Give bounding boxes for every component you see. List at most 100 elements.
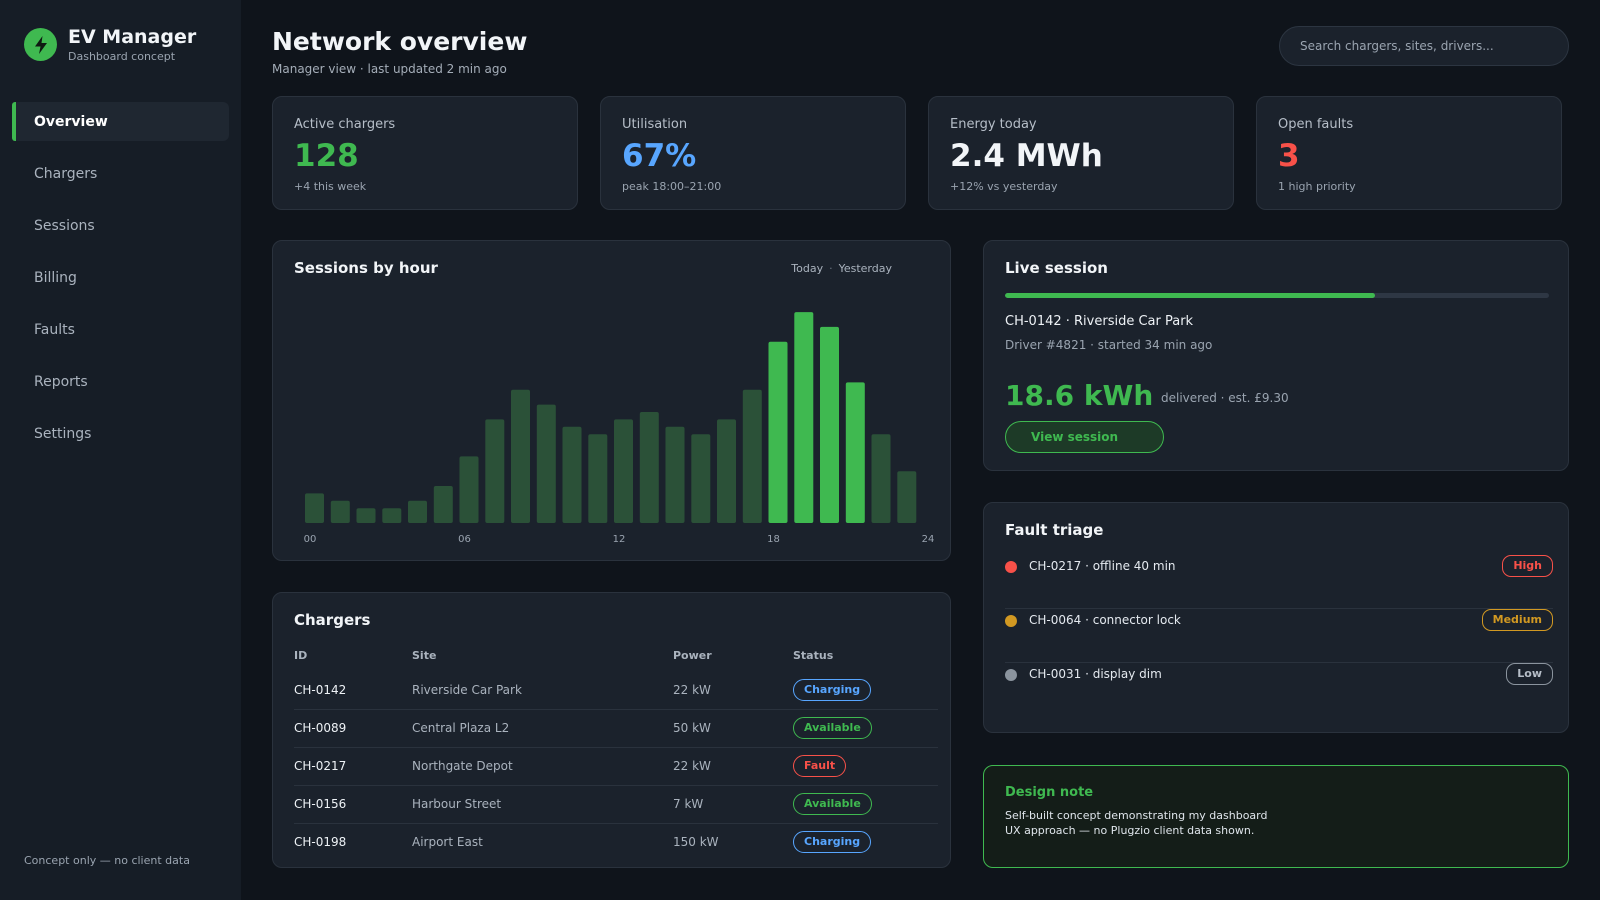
legend-yesterday[interactable]: Yesterday [838,262,892,275]
kpi-card-energy-today: Energy today 2.4 MWh +12% vs yesterday [928,96,1234,210]
session-progress-bar [1005,293,1549,298]
column-header-site[interactable]: Site [412,649,437,662]
fault-row[interactable]: CH-0217 · offline 40 min High [1005,555,1553,609]
design-note-body: Self-built concept demonstrating my dash… [1005,809,1268,837]
live-session-energy: 18.6 kWh [1005,379,1154,412]
bar-hour-08 [511,389,530,523]
charger-site: Northgate Depot [412,747,673,786]
x-tick-label: 06 [458,534,471,545]
kpi-value: 3 [1278,138,1300,174]
bar-hour-09 [536,404,556,523]
kpi-sub: +4 this week [294,180,367,193]
bar-hour-10 [562,426,582,523]
column-header-id[interactable]: ID [294,649,308,662]
chart-legend: Today · Yesterday [791,262,892,275]
kpi-card-open-faults: Open faults 3 1 high priority [1256,96,1562,210]
legend-today[interactable]: Today [791,262,824,275]
bar-hour-01 [330,500,350,523]
search-input[interactable] [1279,26,1569,66]
sidebar-item-settings[interactable]: Settings [34,425,92,442]
charger-site: Harbour Street [412,785,673,824]
bar-hour-13 [639,412,659,523]
x-tick-label: 00 [304,534,317,545]
fault-row[interactable]: CH-0064 · connector lock Medium [1005,609,1553,663]
x-tick-label: 24 [922,534,935,545]
bar-hour-16 [717,419,736,523]
severity-badge: High [1502,555,1553,577]
fault-row[interactable]: CH-0031 · display dim Low [1005,663,1553,717]
sessions-bar-chart: 00 06 12 18 24 [304,312,935,545]
charger-power: 7 kW [673,785,793,824]
status-badge: Charging [793,678,872,701]
bar-hour-19 [794,312,814,523]
fault-triage-card: Fault triage CH-0217 · offline 40 min Hi… [983,502,1569,733]
fault-severity-dot [1005,561,1017,573]
view-session-button[interactable]: View session [1005,421,1164,453]
kpi-sub: 1 high priority [1278,180,1356,193]
sidebar-item-faults[interactable]: Faults [34,321,75,338]
bar-hour-05 [433,486,453,523]
bar-hour-20 [820,326,839,523]
sidebar-item-billing[interactable]: Billing [34,269,77,286]
kpi-card-active-chargers: Active chargers 128 +4 this week [272,96,578,210]
fault-text: CH-0064 · connector lock [1029,613,1181,627]
sidebar-item-chargers[interactable]: Chargers [34,165,98,182]
live-session-driver: Driver #4821 · started 34 min ago [1005,338,1213,352]
live-session-title: Live session [1005,259,1108,277]
column-header-status[interactable]: Status [793,649,834,662]
live-session-charger: CH-0142 · Riverside Car Park [1005,314,1194,329]
bar-hour-12 [614,419,633,523]
kpi-value: 2.4 MWh [950,138,1103,174]
bar-hour-06 [459,456,479,523]
kpi-value: 67% [622,138,697,174]
sidebar-item-overview[interactable]: Overview [12,102,229,141]
bar-hour-23 [897,471,917,523]
kpi-label: Utilisation [622,117,688,132]
charger-id: CH-0198 [294,835,347,850]
bar-hour-15 [691,434,711,523]
charger-power: 50 kW [673,709,793,748]
charger-power: 22 kW [673,671,793,710]
bar-hour-14 [665,426,685,523]
chargers-table: ID Site Power Status CH-0142 Riverside C… [294,649,938,861]
severity-badge: Medium [1481,609,1553,631]
sessions-chart-title: Sessions by hour [294,259,438,277]
kpi-card-utilisation: Utilisation 67% peak 18:00–21:00 [600,96,906,210]
table-row[interactable]: CH-0142 Riverside Car Park 22 kW Chargin… [294,671,938,710]
sidebar-nav: Overview Chargers Sessions Billing Fault… [12,102,229,466]
bar-hour-22 [871,434,891,523]
x-tick-label: 12 [613,534,626,545]
fault-severity-dot [1005,615,1017,627]
fault-triage-title: Fault triage [1005,521,1104,539]
charger-site: Airport East [412,835,483,850]
bar-hour-02 [356,508,376,523]
table-row[interactable]: CH-0198 Airport East 150 kW Charging [294,823,938,861]
sidebar-footer: Concept only — no client data [24,854,190,867]
table-row[interactable]: CH-0217 Northgate Depot 22 kW Fault [294,747,938,786]
legend-separator: · [829,262,833,275]
bar-hour-11 [588,434,608,523]
bar-hour-17 [742,389,762,523]
status-badge: Charging [793,831,872,854]
bar-hour-18 [768,341,788,523]
column-header-power[interactable]: Power [673,649,712,662]
table-row[interactable]: CH-0156 Harbour Street 7 kW Available [294,785,938,824]
kpi-label: Active chargers [294,117,396,132]
status-badge: Available [793,717,872,739]
live-session-card: Live session CH-0142 · Riverside Car Par… [983,240,1569,471]
sessions-chart-card: Sessions by hour Today · Yesterday 00 06 12 1… [272,240,951,561]
session-progress-fill [1005,293,1375,298]
charger-id: CH-0156 [294,785,412,824]
table-row[interactable]: CH-0089 Central Plaza L2 50 kW Available [294,709,938,748]
charger-site: Central Plaza L2 [412,709,673,748]
brand-subtitle: Dashboard concept [68,50,176,63]
bar-hour-04 [408,500,427,523]
live-session-delivered: delivered · est. £9.30 [1161,391,1289,405]
charger-id: CH-0089 [294,709,412,748]
bar-hour-03 [382,508,402,523]
sidebar-item-reports[interactable]: Reports [34,373,88,390]
charger-id: CH-0142 [294,671,412,710]
kpi-sub: +12% vs yesterday [950,180,1058,193]
brand[interactable]: EV Manager Dashboard concept [24,26,196,63]
sidebar-item-sessions[interactable]: Sessions [34,217,95,234]
